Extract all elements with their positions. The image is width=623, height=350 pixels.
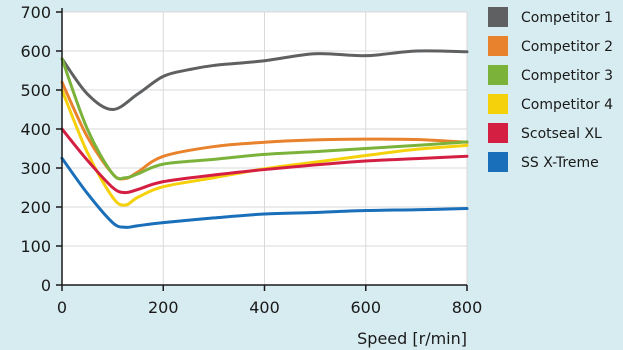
legend-label-ss-x-treme: SS X-Treme bbox=[521, 155, 599, 171]
x-tick-label: 800 bbox=[452, 298, 483, 317]
legend-swatch-ss-x-treme bbox=[488, 152, 508, 172]
legend-swatch-competitor-3 bbox=[488, 65, 508, 85]
x-axis-title: Speed [r/min] bbox=[357, 329, 467, 348]
series-line-ss-x-treme bbox=[60, 156, 469, 229]
legend-swatch-competitor-4 bbox=[488, 94, 508, 114]
series-line-competitor-4 bbox=[60, 88, 469, 207]
x-tick-label: 600 bbox=[350, 298, 381, 317]
legend-swatch-competitor-2 bbox=[488, 36, 508, 56]
y-tick-label: 500 bbox=[20, 81, 51, 100]
legend-label-competitor-1: Competitor 1 bbox=[521, 10, 613, 26]
y-tick-label: 100 bbox=[20, 237, 51, 256]
y-tick-label: 0 bbox=[41, 276, 51, 295]
x-tick-label: 200 bbox=[148, 298, 179, 317]
y-tick-label: 700 bbox=[20, 3, 51, 22]
legend-label-competitor-4: Competitor 4 bbox=[521, 97, 613, 113]
y-tick-label: 600 bbox=[20, 42, 51, 61]
legend-label-competitor-2: Competitor 2 bbox=[521, 39, 613, 55]
legend-swatch-competitor-1 bbox=[488, 7, 508, 27]
legend-label-competitor-3: Competitor 3 bbox=[521, 68, 613, 84]
series-line-competitor-1 bbox=[60, 49, 469, 111]
series-line-competitor-3 bbox=[60, 57, 469, 181]
x-tick-label: 400 bbox=[249, 298, 280, 317]
y-tick-label: 400 bbox=[20, 120, 51, 139]
y-tick-label: 300 bbox=[20, 159, 51, 178]
legend-label-scotseal-xl: Scotseal XL bbox=[521, 126, 602, 142]
y-tick-label: 200 bbox=[20, 198, 51, 217]
legend-swatch-scotseal-xl bbox=[488, 123, 508, 143]
series-line-scotseal-xl bbox=[60, 127, 469, 195]
x-tick-label: 0 bbox=[57, 298, 67, 317]
